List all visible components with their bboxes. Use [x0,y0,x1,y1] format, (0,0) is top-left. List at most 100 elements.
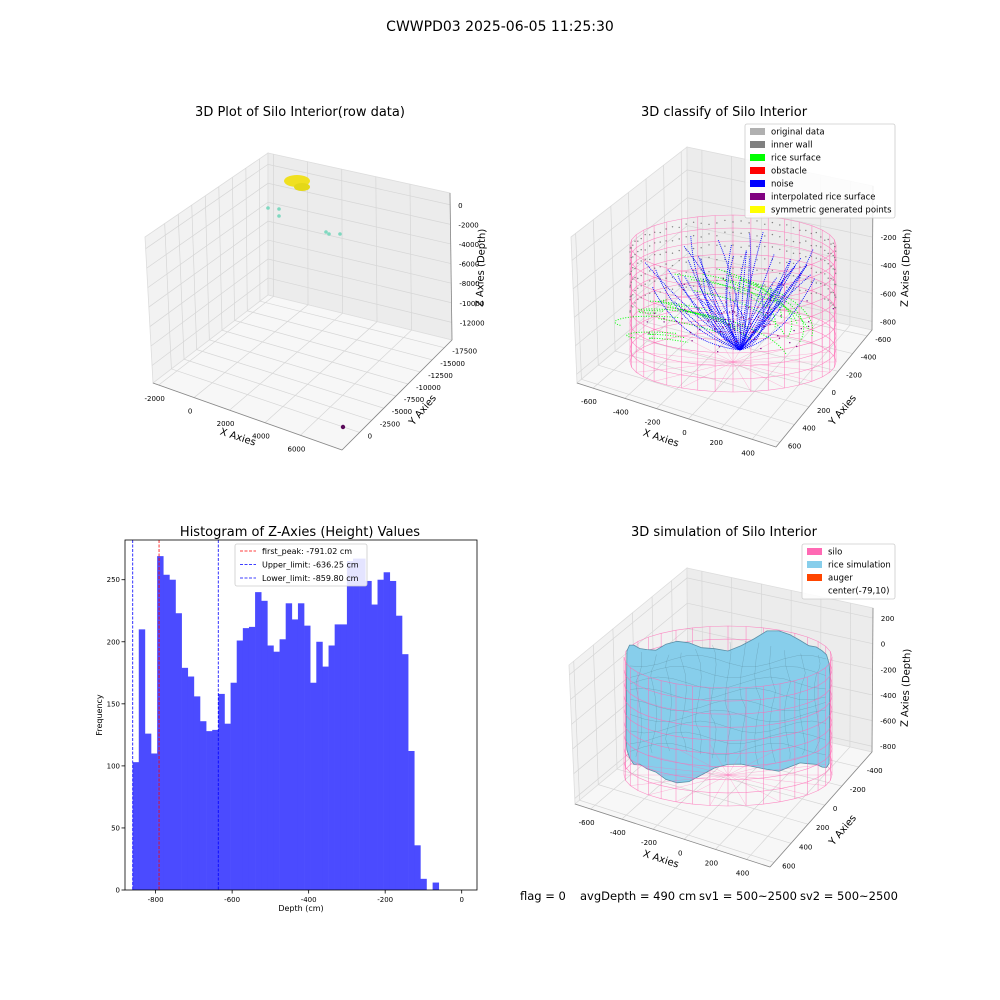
wall-point [810,292,812,295]
x-tick-label: -600 [581,398,597,406]
wall-point [805,240,807,242]
wall-point [678,226,680,229]
noise-points [739,266,796,351]
wall-point [740,255,742,258]
wall-point [634,276,636,279]
noise-points [739,249,814,351]
wall-point [634,302,636,304]
wall-point [671,264,674,267]
rice-surface-points [647,333,685,339]
y-tick-label: 0 [832,389,836,397]
interpolated-point [757,316,760,318]
interpolated-point [699,328,701,331]
wall-point [748,222,750,224]
wall-point [685,271,687,273]
hist-bar [414,845,421,890]
grid-line [193,161,309,398]
hist-bar [187,676,195,890]
wall-point [820,271,822,274]
wall-point [815,282,817,284]
hist-bar [420,878,427,890]
hist-legend-box [234,543,368,587]
wall-point [810,281,812,283]
wall-point [665,287,667,289]
noise-points [674,301,741,351]
wall-point [771,269,774,272]
wall-point [740,232,742,234]
interpolated-point [735,340,737,343]
hist-frame [124,539,478,891]
rice-surface-points [638,308,725,321]
silo-floor-spoke [732,361,785,389]
x-tick-label: 6000 [288,445,306,453]
grid-line [218,186,409,385]
y-tick-label: -200 [850,786,866,794]
wall-point [815,292,817,294]
wall-point [834,294,836,296]
wall-point [827,288,829,290]
legend-swatch [750,180,765,187]
interpolated-point [807,325,810,328]
z-tick-label: 0 [458,202,462,210]
silo-floor-spoke [681,335,734,363]
sim-silo-wireframe-front [623,656,833,807]
wall-point [692,269,695,272]
surface-mesh-line [814,654,821,752]
hist-bar [334,624,342,890]
wall-point [708,233,710,235]
wall-point [629,296,631,298]
x-tick-label: 400 [736,869,749,877]
raw-grid-lines [145,154,452,436]
hist-bar [365,580,372,890]
wall-point [779,272,781,275]
z-tick-label: -800 [880,318,896,326]
silo-floor-spoke [654,342,734,363]
hist-bar [389,580,397,890]
cls-y-axis-line [775,329,873,448]
wall-point [637,240,639,242]
hist-bar [395,615,403,890]
rice-surface-points [648,337,689,343]
wall-point [724,245,726,247]
wall-point [700,283,702,286]
panel-histogram: Histogram of Z-Axies (Height) Values -80… [95,525,478,913]
grid-line [150,258,452,347]
wall-point [630,247,632,249]
wall-point [771,233,774,236]
wall-point [815,245,817,247]
wall-point [824,298,826,300]
footer-flag: flag = 0 [520,889,566,903]
grid-line [575,233,780,443]
interpolated-point [697,308,699,310]
noise-points [739,277,777,351]
y-tick-label: -15000 [440,360,465,368]
interpolated-point [663,317,665,320]
interpolated-point [719,330,722,333]
silo-floor-spoke [675,747,729,776]
wall-point [637,277,639,280]
panel-classify: 3D classify of Silo Interior -600 -400 -20… [570,105,913,457]
raw-point-cluster-2 [294,183,310,191]
hist-bar [377,579,384,890]
wall-point [665,263,667,265]
wall-point [629,273,631,275]
surface-mesh-line [629,655,827,667]
z-tick-label: -2000 [458,221,478,229]
z-tick-label: -8000 [459,280,479,288]
sim-legend: silo rice simulation auger center(-79,10) [801,543,896,600]
z-tick-label: -6000 [459,261,479,269]
z-tick-label: -400 [880,692,896,700]
wall-point [630,305,632,307]
y-tick-label: 200 [816,824,829,832]
wall-point [632,294,634,296]
wall-point [659,291,661,293]
rice-surface-points [694,290,785,335]
rice-surface-points [626,331,677,339]
wall-point [756,259,758,261]
rice-surface-points [681,309,751,341]
legend-label: center(-79,10) [828,587,889,597]
interpolated-point [717,351,719,353]
surface-mesh-line [724,641,732,763]
interpolated-point [751,331,753,334]
wall-point [708,244,710,246]
